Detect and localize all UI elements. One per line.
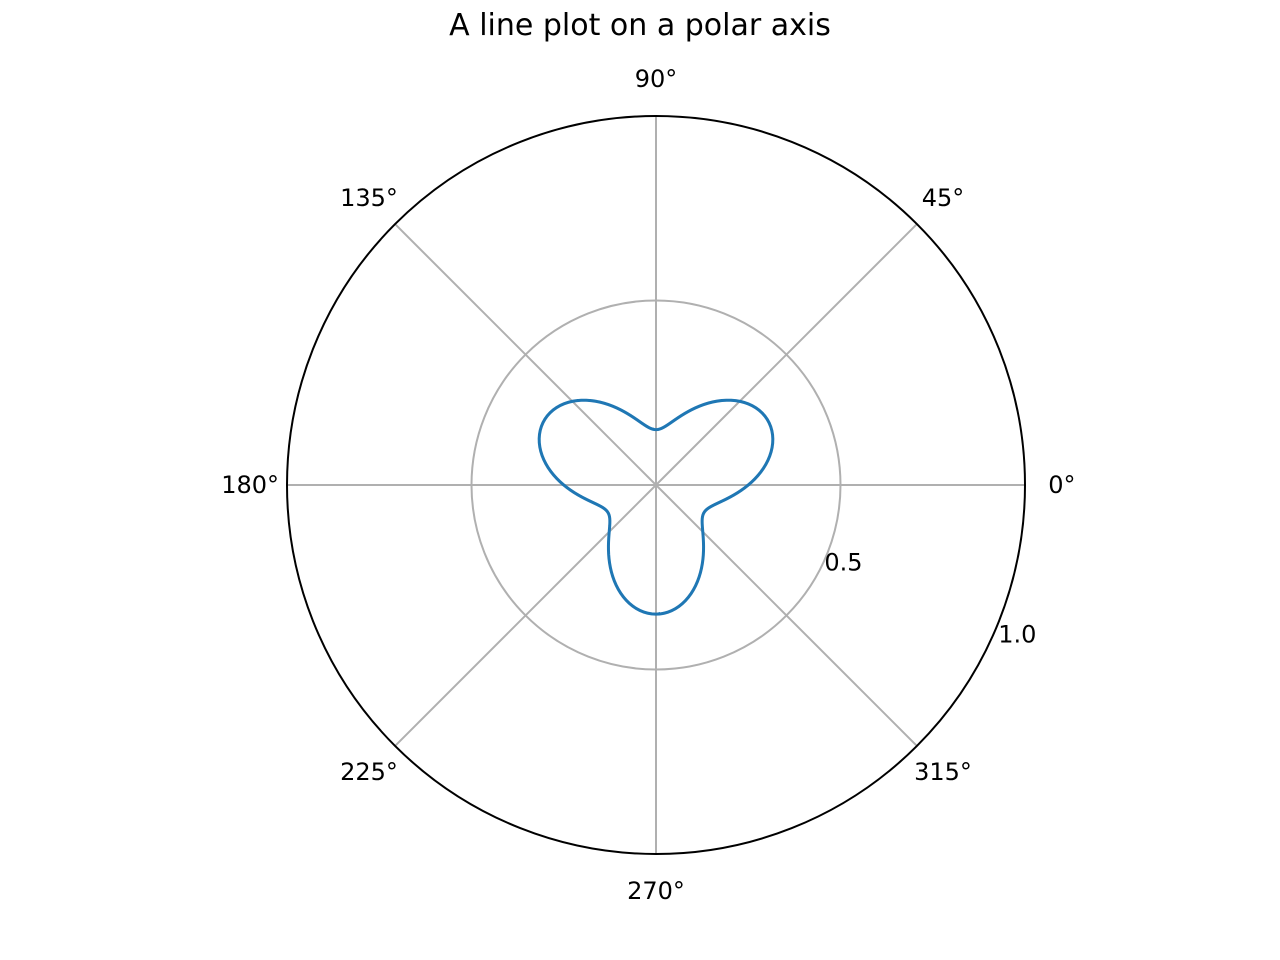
data-layer	[537, 398, 775, 616]
theta-tick-label: 315°	[914, 758, 972, 786]
chart-title: A line plot on a polar axis	[449, 8, 831, 43]
r-gridline	[470, 299, 842, 671]
spine-layer	[286, 115, 1026, 855]
theta-tick-label: 225°	[340, 758, 398, 786]
theta-tick-label: 270°	[627, 877, 685, 905]
theta-tick-label: 180°	[221, 471, 279, 499]
theta-tick-label: 0°	[1048, 471, 1075, 499]
r-tick-label: 0.5	[824, 549, 862, 577]
theta-tick-label: 45°	[922, 184, 965, 212]
series-line	[537, 398, 775, 616]
grid-layer	[287, 116, 1025, 854]
theta-tick-label: 135°	[340, 184, 398, 212]
polar-spine	[286, 115, 1026, 855]
theta-tick-label: 90°	[635, 65, 678, 93]
r-tick-label: 1.0	[998, 621, 1036, 649]
label-layer: 0° 45° 90° 135° 180° 225° 270° 315° 0.5 1.0	[221, 65, 1075, 905]
